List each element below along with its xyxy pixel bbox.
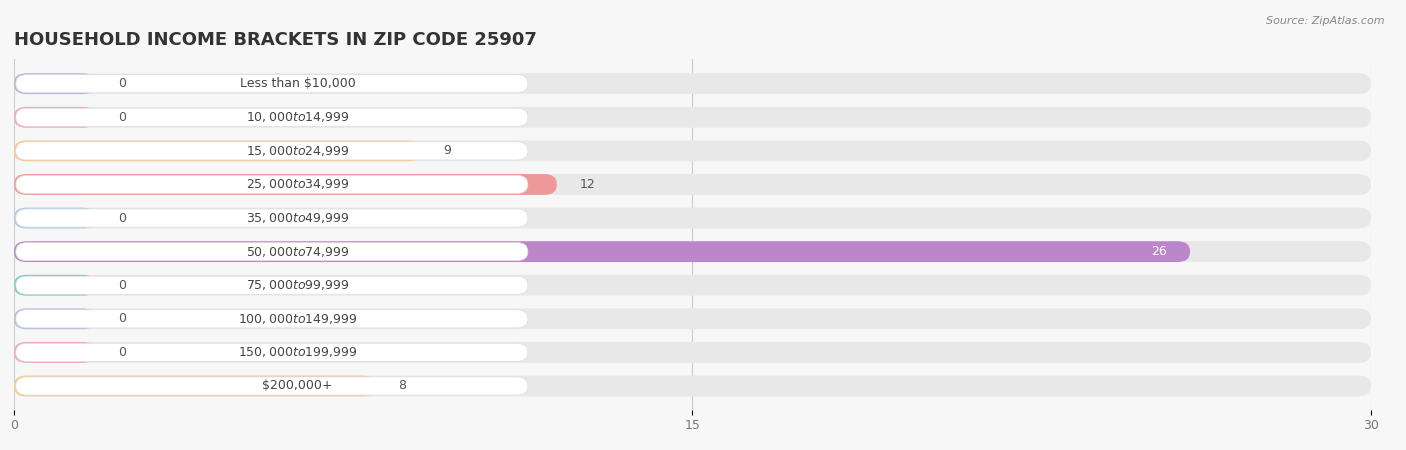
FancyBboxPatch shape: [14, 73, 1371, 94]
Text: $35,000 to $49,999: $35,000 to $49,999: [246, 211, 349, 225]
FancyBboxPatch shape: [15, 75, 527, 93]
FancyBboxPatch shape: [14, 174, 1371, 195]
Text: $10,000 to $14,999: $10,000 to $14,999: [246, 110, 349, 124]
FancyBboxPatch shape: [15, 108, 527, 126]
Text: Less than $10,000: Less than $10,000: [240, 77, 356, 90]
Text: 12: 12: [579, 178, 595, 191]
FancyBboxPatch shape: [14, 308, 1371, 329]
FancyBboxPatch shape: [15, 310, 527, 328]
Text: $200,000+: $200,000+: [263, 379, 333, 392]
FancyBboxPatch shape: [14, 241, 1189, 262]
Text: 26: 26: [1152, 245, 1167, 258]
FancyBboxPatch shape: [14, 207, 96, 229]
Text: HOUSEHOLD INCOME BRACKETS IN ZIP CODE 25907: HOUSEHOLD INCOME BRACKETS IN ZIP CODE 25…: [14, 31, 537, 49]
FancyBboxPatch shape: [14, 174, 557, 195]
FancyBboxPatch shape: [14, 376, 1371, 396]
FancyBboxPatch shape: [14, 107, 1371, 128]
Text: $50,000 to $74,999: $50,000 to $74,999: [246, 245, 349, 259]
FancyBboxPatch shape: [15, 243, 527, 261]
FancyBboxPatch shape: [15, 343, 527, 361]
FancyBboxPatch shape: [14, 308, 96, 329]
Text: $100,000 to $149,999: $100,000 to $149,999: [238, 312, 357, 326]
FancyBboxPatch shape: [15, 377, 527, 395]
FancyBboxPatch shape: [14, 275, 1371, 296]
FancyBboxPatch shape: [14, 241, 1371, 262]
FancyBboxPatch shape: [15, 276, 527, 294]
FancyBboxPatch shape: [14, 376, 375, 396]
FancyBboxPatch shape: [14, 275, 96, 296]
FancyBboxPatch shape: [14, 140, 422, 161]
FancyBboxPatch shape: [15, 176, 527, 194]
Text: 0: 0: [118, 312, 127, 325]
Text: $25,000 to $34,999: $25,000 to $34,999: [246, 177, 349, 191]
FancyBboxPatch shape: [14, 207, 1371, 229]
Text: 0: 0: [118, 346, 127, 359]
Text: 8: 8: [398, 379, 406, 392]
Text: 0: 0: [118, 111, 127, 124]
Text: Source: ZipAtlas.com: Source: ZipAtlas.com: [1267, 16, 1385, 26]
FancyBboxPatch shape: [14, 342, 1371, 363]
FancyBboxPatch shape: [14, 73, 96, 94]
FancyBboxPatch shape: [14, 140, 1371, 161]
Text: $150,000 to $199,999: $150,000 to $199,999: [238, 346, 357, 360]
Text: 0: 0: [118, 77, 127, 90]
Text: 0: 0: [118, 212, 127, 225]
FancyBboxPatch shape: [15, 209, 527, 227]
FancyBboxPatch shape: [15, 142, 527, 160]
FancyBboxPatch shape: [14, 342, 96, 363]
Text: $15,000 to $24,999: $15,000 to $24,999: [246, 144, 349, 158]
Text: 9: 9: [444, 144, 451, 158]
Text: $75,000 to $99,999: $75,000 to $99,999: [246, 278, 349, 292]
FancyBboxPatch shape: [14, 107, 96, 128]
Text: 0: 0: [118, 279, 127, 292]
